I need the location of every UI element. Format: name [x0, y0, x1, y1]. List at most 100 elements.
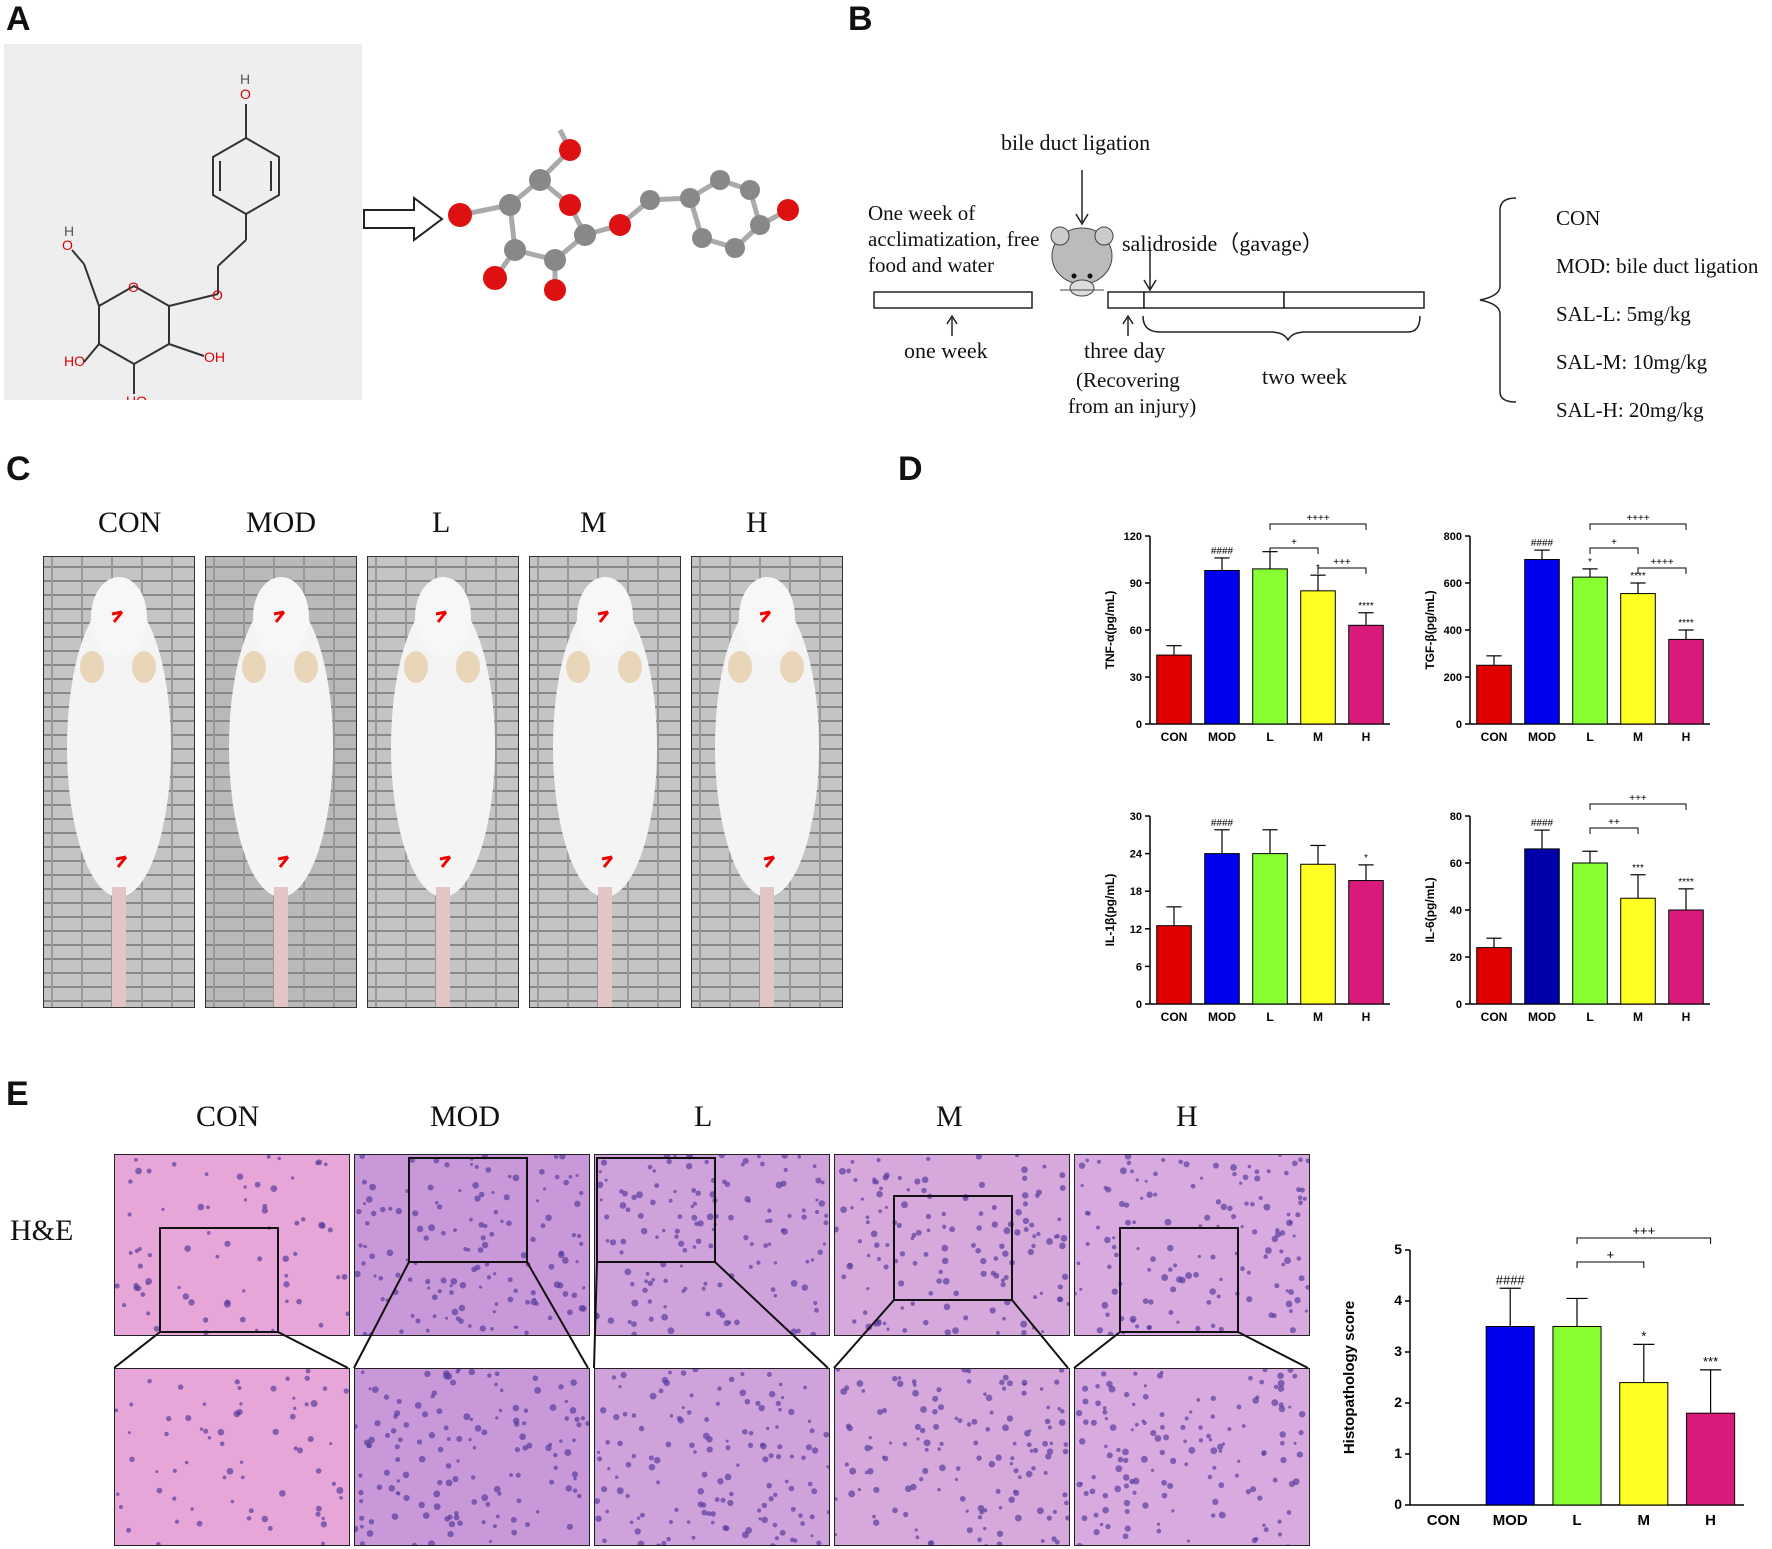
bracket-label: ++++	[1626, 513, 1650, 524]
y-tick-label: 20	[1450, 952, 1462, 964]
bar-mod	[1524, 848, 1560, 1005]
chart-histopathology-score: 0 1 2 3 4 5 Histopathology score CON MOD #### L M * H…	[1341, 1223, 1744, 1529]
histo-label-con: CON	[196, 1100, 260, 1133]
skeletal-structure-figure: OH O O OH HO HO OH	[4, 44, 362, 400]
y-axis-label: TNF-α(pg/mL)	[1103, 591, 1117, 670]
photo-label-l: L	[432, 506, 451, 539]
histology-zoom-mod	[354, 1368, 590, 1546]
photo-label-mod: MOD	[246, 506, 317, 539]
significance-mark: ****	[1358, 601, 1374, 612]
histology-top-h	[1074, 1154, 1310, 1336]
x-tick-label: L	[1266, 1010, 1273, 1024]
histology-zoom-con	[114, 1368, 350, 1546]
histology-top-m	[834, 1154, 1070, 1336]
y-tick-label: 3	[1394, 1343, 1402, 1359]
bracket-label: ++++	[1306, 513, 1330, 524]
histo-label-mod: MOD	[430, 1100, 501, 1133]
panel-label-e: E	[6, 1075, 29, 1113]
ball-stick-model-figure	[448, 128, 799, 301]
mouse-photo-h	[691, 556, 843, 1008]
y-axis-label: TGF-β(pg/mL)	[1423, 590, 1437, 669]
timeline-diagram	[873, 170, 1517, 403]
x-tick-label: MOD	[1493, 1512, 1528, 1529]
significance-bracket	[1589, 547, 1639, 554]
mouse-photo-m	[529, 556, 681, 1008]
x-tick-label: H	[1682, 730, 1691, 744]
y-tick-label: 24	[1130, 849, 1143, 861]
x-tick-label: L	[1586, 730, 1593, 744]
group-sal-l: SAL-L: 5mg/kg	[1556, 302, 1691, 326]
significance-bracket	[1589, 523, 1687, 530]
arrow-icon	[363, 196, 444, 242]
y-tick-label: 200	[1444, 672, 1462, 684]
stain-label: H&E	[10, 1214, 74, 1247]
bar-h	[1668, 638, 1704, 725]
bracket-label: +++	[1632, 1223, 1655, 1238]
acclimatization-text-1: One week of	[868, 201, 976, 225]
svg-text:H: H	[64, 223, 74, 239]
x-tick-label: H	[1362, 1010, 1371, 1024]
mouse-photo-l	[367, 556, 519, 1008]
y-tick-label: 0	[1456, 999, 1462, 1011]
y-tick-label: 0	[1136, 999, 1142, 1011]
histo-label-h: H	[1176, 1100, 1198, 1133]
one-week-text: one week	[904, 338, 988, 363]
y-tick-label: 120	[1124, 531, 1142, 543]
x-tick-label: L	[1266, 730, 1273, 744]
bar-l	[1252, 568, 1288, 725]
svg-text:O: O	[128, 279, 139, 295]
bar-l	[1572, 576, 1608, 725]
histology-zoom-m	[834, 1368, 1070, 1546]
group-con: CON	[1556, 206, 1601, 230]
significance-bracket	[1637, 567, 1687, 574]
x-tick-label: M	[1638, 1512, 1651, 1529]
panel-label-c: C	[6, 450, 31, 488]
bracket-label: +	[1291, 537, 1297, 548]
y-tick-label: 80	[1450, 811, 1462, 823]
x-tick-label: MOD	[1208, 1010, 1236, 1024]
significance-bracket	[1576, 1261, 1645, 1268]
bar-mod	[1524, 559, 1560, 725]
bar-l	[1552, 1326, 1602, 1506]
x-tick-label: M	[1313, 1010, 1323, 1024]
significance-mark: ####	[1531, 538, 1554, 549]
chart-il-6: 0 20 40 60 80 IL-6(pg/mL) CON MOD #### L M *** H ****…	[1423, 793, 1710, 1024]
panel-label-a: A	[6, 0, 31, 38]
y-tick-label: 60	[1130, 625, 1142, 637]
svg-text:H: H	[240, 71, 250, 87]
y-tick-label: 6	[1136, 961, 1142, 973]
svg-text:OH: OH	[204, 349, 225, 365]
bar-h	[1348, 880, 1384, 1005]
svg-text:O: O	[212, 287, 223, 303]
x-tick-label: MOD	[1528, 1010, 1556, 1024]
y-tick-label: 1	[1394, 1445, 1402, 1461]
x-tick-label: MOD	[1528, 730, 1556, 744]
acclimatization-text-3: food and water	[868, 253, 994, 277]
panel-label-d: D	[898, 450, 923, 488]
x-tick-label: M	[1313, 730, 1323, 744]
group-sal-m: SAL-M: 10mg/kg	[1556, 350, 1708, 374]
bar-mod	[1204, 569, 1240, 725]
significance-mark: ****	[1678, 877, 1694, 888]
y-axis-label: IL-1β(pg/mL)	[1103, 874, 1117, 947]
y-tick-label: 0	[1394, 1496, 1402, 1512]
y-tick-label: 2	[1394, 1394, 1402, 1410]
x-tick-label: H	[1682, 1010, 1691, 1024]
significance-mark: *	[1641, 1328, 1646, 1343]
chart-tgf-beta: 0 200 400 600 800 TGF-β(pg/mL) CON MOD #### L * M **…	[1423, 513, 1710, 744]
bar-m	[1619, 1382, 1669, 1506]
mouse-photo-con	[43, 556, 195, 1008]
significance-mark: ****	[1678, 618, 1694, 629]
significance-bracket	[1576, 1237, 1712, 1244]
two-week-text: two week	[1262, 364, 1347, 389]
bile-duct-ligation-text: bile duct ligation	[1001, 130, 1151, 155]
significance-mark: *	[1588, 557, 1592, 568]
x-tick-label: M	[1633, 1010, 1643, 1024]
y-tick-label: 30	[1130, 811, 1142, 823]
bar-mod	[1485, 1326, 1535, 1506]
bar-mod	[1204, 853, 1240, 1005]
y-axis-label: IL-6(pg/mL)	[1423, 877, 1437, 942]
photo-label-m: M	[580, 506, 607, 539]
x-tick-label: MOD	[1208, 730, 1236, 744]
